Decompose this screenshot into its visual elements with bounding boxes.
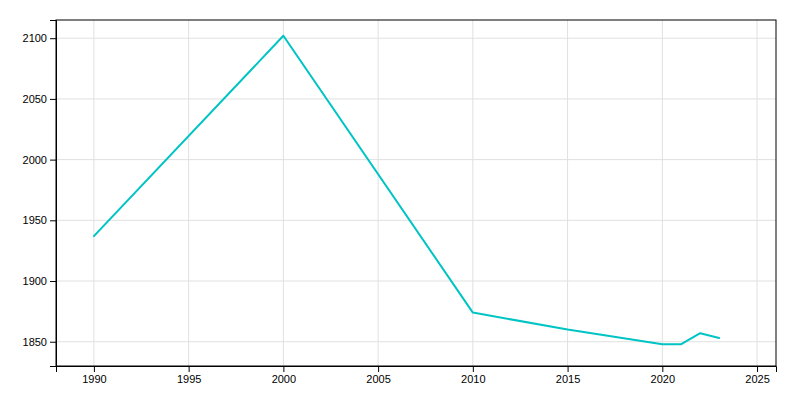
tick-label: 2100 (23, 32, 47, 44)
axis-domain (50, 21, 57, 367)
series (94, 36, 719, 344)
tick-mark (94, 366, 95, 372)
tick-label: 2050 (23, 93, 47, 105)
tick: 1900 (23, 275, 56, 287)
tick-mark (757, 366, 758, 372)
tick-mark (378, 366, 379, 372)
tick-label: 2000 (272, 373, 296, 385)
tick-mark (662, 366, 663, 372)
grid-line-x (757, 20, 758, 366)
grid-line-y (56, 220, 776, 221)
tick-mark (50, 160, 56, 161)
tick-mark (50, 99, 56, 100)
tick-label: 2005 (366, 373, 390, 385)
tick-label: 2010 (461, 373, 485, 385)
tick-label: 2025 (745, 373, 769, 385)
tick-mark (50, 342, 56, 343)
tick: 2050 (23, 93, 56, 105)
y-axis: 1850 1900 1950 2000 2050 2100 (23, 21, 57, 367)
tick: 2020 (651, 366, 675, 385)
x-axis: 1990 1995 2000 2005 2010 2015 2020 2025 (57, 366, 777, 385)
tick: 1850 (23, 336, 56, 348)
tick-mark (568, 366, 569, 372)
grid-line-y (56, 38, 776, 39)
tick: 2000 (272, 366, 296, 385)
line (94, 36, 719, 344)
grid-line-x (472, 20, 473, 366)
tick: 2000 (23, 154, 56, 166)
chart: 1990 1995 2000 2005 2010 2015 2020 2025 1850 1900… (0, 0, 800, 400)
tick-mark (283, 366, 284, 372)
grid (56, 20, 776, 366)
grid-line-x (283, 20, 284, 366)
grid-line-x (567, 20, 568, 366)
grid-line-x (93, 20, 94, 366)
tick-label: 1990 (82, 373, 106, 385)
tick-mark (189, 366, 190, 372)
tick-mark (50, 38, 56, 39)
tick: 2010 (461, 366, 485, 385)
tick-mark (50, 281, 56, 282)
grid-line-y (56, 159, 776, 160)
tick: 1990 (82, 366, 106, 385)
grid-line-x (378, 20, 379, 366)
tick: 2100 (23, 32, 56, 44)
tick-label: 1995 (177, 373, 201, 385)
tick-label: 1900 (23, 275, 47, 287)
tick-label: 1950 (23, 214, 47, 226)
tick: 1950 (23, 214, 56, 226)
tick: 2015 (556, 366, 580, 385)
plot: 1990 1995 2000 2005 2010 2015 2020 2025 1850 1900… (23, 20, 777, 385)
tick: 1995 (177, 366, 201, 385)
grid-line-x (188, 20, 189, 366)
tick-label: 2015 (556, 373, 580, 385)
tick-label: 1850 (23, 336, 47, 348)
tick: 2025 (745, 366, 769, 385)
tick: 2005 (366, 366, 390, 385)
grid-line-x (662, 20, 663, 366)
tick-mark (473, 366, 474, 372)
tick-label: 2000 (23, 154, 47, 166)
tick-label: 2020 (651, 373, 675, 385)
grid-line-y (56, 341, 776, 342)
axis-domain (57, 367, 777, 373)
grid-line-y (56, 281, 776, 282)
grid-line-y (56, 98, 776, 99)
plot-frame (56, 20, 776, 366)
tick-mark (50, 220, 56, 221)
